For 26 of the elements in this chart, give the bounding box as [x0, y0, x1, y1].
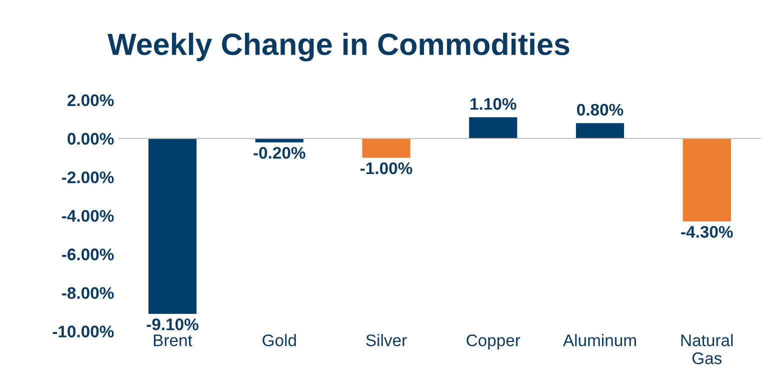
bar — [255, 138, 304, 142]
data-label: -9.10% — [146, 318, 198, 330]
x-tick-label: Silver — [366, 334, 407, 346]
y-tick-label: -8.00% — [62, 287, 114, 299]
bar — [148, 138, 197, 314]
data-label: 1.10% — [470, 98, 516, 110]
x-tick-label: Natural Gas — [681, 334, 733, 364]
bar — [576, 123, 624, 139]
y-tick-label: -4.00% — [62, 210, 114, 222]
x-tick-label: Copper — [466, 334, 520, 350]
y-tick-label: -2.00% — [62, 171, 114, 184]
chart-title: Weekly Change in Commodities — [108, 32, 570, 62]
y-tick-label: -6.00% — [62, 248, 114, 260]
y-tick-label: 0.00% — [68, 132, 114, 145]
x-tick-label: Gold — [262, 334, 296, 346]
bar — [469, 117, 518, 139]
y-tick-label: -10.00% — [52, 326, 114, 338]
data-label: -1.00% — [360, 162, 412, 174]
y-tick-label: 2.00% — [68, 94, 114, 106]
x-tick-label: Brent — [154, 334, 192, 346]
x-tick-label: Aluminum — [562, 334, 636, 346]
data-label: 0.80% — [577, 104, 624, 116]
bar — [362, 138, 410, 158]
data-label: -0.20% — [254, 146, 306, 159]
bar — [682, 138, 731, 222]
data-label: -4.30% — [681, 226, 733, 238]
